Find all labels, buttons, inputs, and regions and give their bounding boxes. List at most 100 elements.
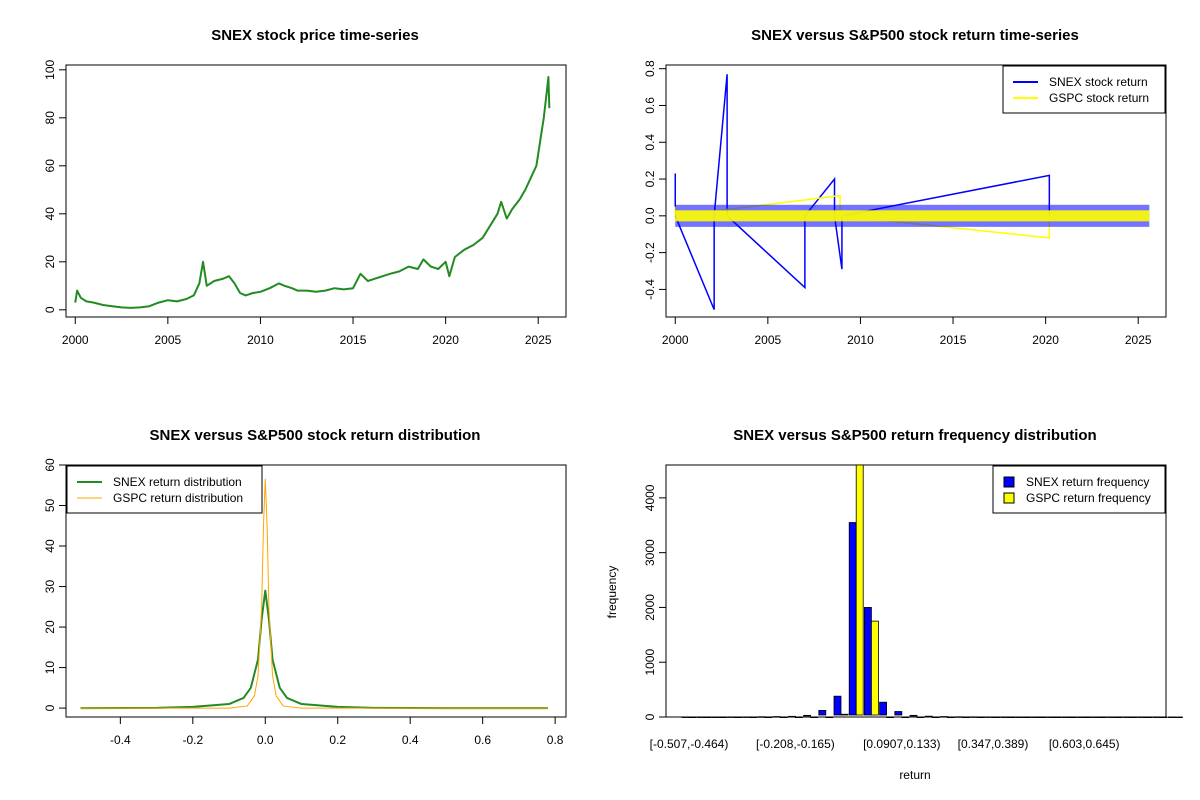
bar-gspc [1053,716,1062,719]
bar-snex [681,716,690,718]
x-tick-label: 2025 [525,333,552,347]
y-tick-label: 100 [43,59,57,79]
legend: SNEX return frequency GSPC return freque… [992,465,1166,514]
x-tick-label: 2015 [340,333,367,347]
x-axis: [-0.507,-0.464) [-0.208,-0.165) [0.0907,0.… [650,737,1120,751]
y-tick-label: 0.0 [643,207,657,224]
bar-snex [727,716,735,718]
bar-snex [894,711,903,716]
bar-gspc [764,716,773,719]
bar-snex [1152,716,1161,718]
x-tick-label: 2025 [1125,333,1152,347]
legend-swatch-snex [1003,476,1015,488]
legend-box [992,465,1166,514]
y-tick-label: 0.4 [643,134,657,151]
x-tick-label: 2020 [432,333,459,347]
x-tick-label: 0.0 [257,733,274,747]
chart-title: SNEX versus S&P500 return frequency dist… [733,427,1096,444]
bar-gspc [1083,716,1092,719]
bar-snex [1031,716,1039,718]
bar-snex [712,716,720,718]
x-tick-label: 2020 [1032,333,1059,347]
y-tick-label: 80 [43,111,57,125]
bar-gspc [1007,716,1016,719]
legend-swatch-gspc [1003,492,1015,504]
y-axis: -0.4 -0.2 0.0 0.2 0.4 0.6 0.8 [643,60,667,300]
y-axis: 0 10 20 30 40 50 60 [43,458,67,711]
bar-snex [1061,716,1070,718]
bar-snex [772,716,781,718]
y-tick-label: 1000 [643,649,657,676]
bar-gspc [1099,716,1107,719]
bar-snex [1046,716,1055,718]
bar-gspc [1023,716,1031,719]
y-tick-label: -0.2 [643,242,657,263]
series-line [74,76,551,309]
series-line [674,74,1051,310]
x-tick-label: 0.4 [402,733,419,747]
legend-label-gspc: GSPC return frequency [1026,491,1151,505]
y-tick-label: 40 [43,539,57,553]
bar-gspc [992,716,1001,719]
bar-snex [970,716,979,718]
y-tick-label: 60 [43,159,57,173]
bar-snex [696,716,705,718]
bar-gspc [779,716,788,719]
y-axis: 0 1000 2000 3000 4000 [643,484,667,720]
y-tick-label: 20 [43,255,57,269]
bar-snex [1092,716,1100,718]
bar-snex [1168,716,1176,718]
x-tick-label: [-0.507,-0.464) [650,737,729,751]
bar-snex [1016,716,1024,718]
y-axis-label: frequency [605,566,619,619]
y-tick-label: 50 [43,499,57,513]
bar-gspc [962,716,970,719]
series-group [681,464,1183,719]
return-time-series-panel: SNEX versus S&P500 stock return time-ser… [643,27,1167,347]
y-tick-label: 20 [43,620,57,634]
y-tick-label: 0.2 [643,170,657,187]
bar-gspc [855,464,864,716]
x-tick-label: [0.0907,0.133) [863,737,940,751]
x-axis: -0.4 -0.2 0.0 0.2 0.4 0.6 0.8 [110,716,564,747]
bar-snex [1000,716,1009,718]
x-tick-label: 2010 [847,333,874,347]
x-tick-label: 2010 [247,333,274,347]
y-tick-label: 60 [43,458,57,472]
bar-gspc [901,716,910,719]
legend-label-snex: SNEX stock return [1049,75,1148,89]
chart-title: SNEX versus S&P500 stock return distribu… [150,427,481,444]
legend-label-snex: SNEX return frequency [1026,475,1149,489]
bar-gspc [795,716,803,719]
x-axis: 2000 2005 2010 2015 2020 2025 [662,316,1152,347]
legend-box [66,465,263,514]
bar-snex [924,715,933,718]
bar-gspc [947,716,955,719]
y-tick-label: 2000 [643,594,657,621]
x-tick-label: -0.2 [182,733,203,747]
y-tick-label: 0 [43,306,57,313]
bar-snex [864,607,872,716]
x-tick-label: 2015 [940,333,967,347]
bar-gspc [886,716,894,719]
y-tick-label: 10 [43,661,57,675]
bar-snex [818,710,827,716]
y-tick-label: 30 [43,580,57,594]
bar-snex [1137,716,1146,718]
bar-snex [1107,716,1115,718]
bar-snex [833,695,842,716]
x-tick-label: [0.347,0.389) [958,737,1029,751]
bar-snex [955,716,963,718]
chart-title: SNEX stock price time-series [211,27,419,44]
bar-gspc [977,716,986,719]
bar-gspc [871,620,879,716]
bar-snex [1076,716,1085,718]
bar-snex [742,716,751,718]
series-group [74,76,551,309]
x-tick-label: 2000 [62,333,89,347]
return-density-panel: SNEX versus S&P500 stock return distribu… [43,427,567,747]
y-tick-label: 0.6 [643,97,657,114]
y-tick-label: 4000 [643,484,657,511]
bar-gspc [1144,716,1153,719]
bar-gspc [931,716,940,719]
